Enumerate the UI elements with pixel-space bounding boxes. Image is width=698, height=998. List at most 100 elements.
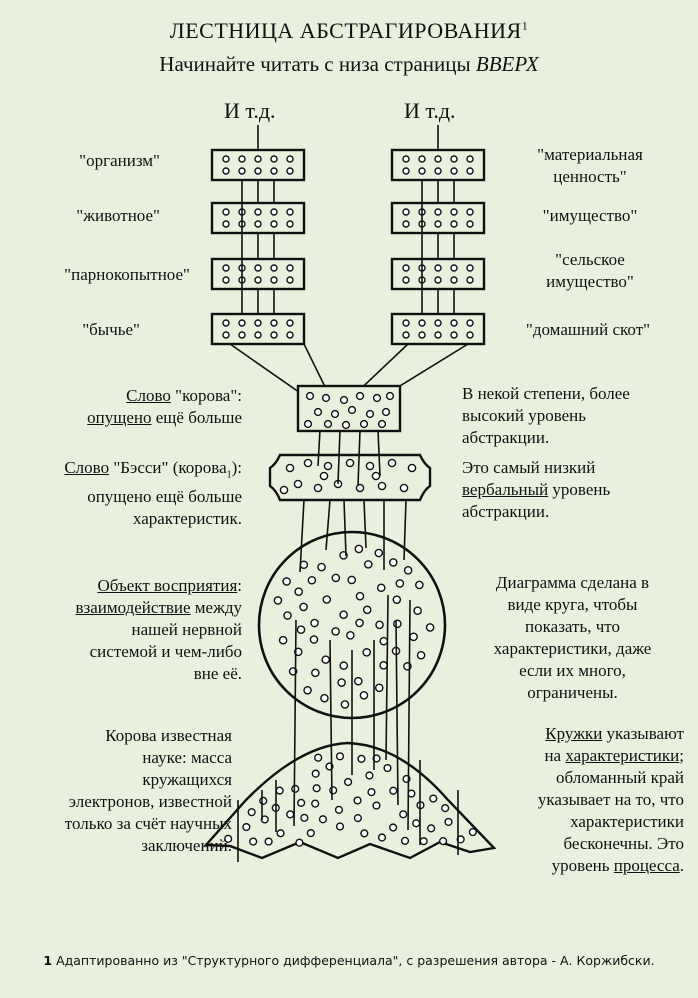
- event-mound-hole: [249, 837, 258, 846]
- object-circle-hole: [347, 575, 357, 585]
- object-circle-hole: [362, 648, 371, 657]
- ladder-hole: [466, 264, 474, 272]
- event-mound-hole: [264, 837, 273, 846]
- ladder-hole: [270, 167, 278, 175]
- ladder-hole: [450, 220, 458, 228]
- link-object-event: [293, 619, 297, 827]
- ladder-hole: [402, 167, 410, 175]
- link-bessie-object: [343, 499, 347, 557]
- cow-box-hole: [377, 419, 387, 429]
- ladder-hole: [286, 167, 294, 175]
- object-circle-hole: [278, 635, 288, 645]
- ladder-hole: [466, 208, 474, 216]
- cow-box-hole: [359, 419, 369, 429]
- ladder-hole: [450, 276, 458, 284]
- ladder-hole: [254, 208, 262, 216]
- cow-box-hole: [355, 391, 365, 401]
- object-circle-hole: [282, 577, 291, 586]
- ladder-box-right-3: [390, 257, 486, 291]
- event-mound-hole: [427, 824, 436, 833]
- ladder-box-right-2: [390, 201, 486, 235]
- event-mound-hole: [335, 822, 345, 831]
- object-circle-hole: [322, 595, 332, 604]
- ladder-hole: [286, 208, 294, 216]
- ladder-hole: [418, 331, 426, 339]
- event-mound-hole: [372, 801, 381, 810]
- object-circle-hole: [294, 587, 303, 596]
- event-mound-hole: [444, 817, 453, 827]
- object-circle-hole: [359, 691, 369, 700]
- page-subtitle: Начинайте читать с низа страницы ВВЕРХ: [159, 52, 539, 76]
- ladder-hole: [434, 208, 442, 216]
- event-mound-hole: [311, 799, 320, 808]
- object-circle-hole: [310, 618, 319, 628]
- label-bovine: "бычье": [82, 320, 140, 339]
- event-mound-hole: [276, 829, 285, 838]
- object-circle-hole: [273, 596, 283, 605]
- ladder-hole: [466, 319, 474, 327]
- object-circle-hole: [331, 627, 340, 636]
- event-mound-hole: [275, 786, 284, 795]
- object-circle-hole: [416, 650, 426, 660]
- object-circle-hole: [296, 625, 306, 635]
- ladder-hole: [222, 331, 230, 339]
- object-circle-hole: [354, 676, 363, 686]
- ladder-hole: [222, 264, 230, 272]
- ladder-hole: [450, 264, 458, 272]
- event-mound-hole: [295, 838, 304, 847]
- event-mound-hole: [242, 822, 251, 832]
- label-organism: "организм": [79, 151, 160, 170]
- bessie-box-hole: [387, 458, 397, 468]
- event-mound-hole: [429, 794, 438, 803]
- ladder-hole: [222, 167, 230, 175]
- ladder-hole: [402, 319, 410, 327]
- ladder-hole: [286, 276, 294, 284]
- object-circle-hole: [283, 611, 292, 620]
- bessie-box-hole: [371, 471, 381, 481]
- link-cow-bessie: [377, 429, 381, 477]
- cow-box-hole: [372, 393, 382, 403]
- object-circle-hole: [337, 678, 346, 687]
- event-mound-hole: [247, 808, 256, 817]
- object-circle-hole: [375, 620, 384, 630]
- cow-box-hole: [385, 391, 395, 401]
- ladder-hole: [254, 331, 262, 339]
- bessie-box-hole: [319, 471, 329, 481]
- object-circle-hole: [374, 683, 384, 693]
- link-bessie-object: [299, 499, 305, 573]
- ladder-hole: [270, 319, 278, 327]
- link-cow-bessie: [337, 429, 341, 485]
- ladder-hole: [270, 264, 278, 272]
- event-mound-hole: [357, 754, 366, 763]
- ladder-hole: [254, 167, 262, 175]
- object-circle-hole: [309, 635, 319, 644]
- bessie-box-hole: [355, 483, 365, 493]
- label-material-value: "материальная ценность": [537, 145, 643, 186]
- title-footnote-mark: 1: [521, 18, 529, 33]
- ladder-hole: [450, 155, 458, 163]
- ladder-hole: [286, 319, 294, 327]
- ladder-hole: [466, 167, 474, 175]
- object-circle-hole: [379, 661, 388, 670]
- link-object-event: [385, 594, 389, 761]
- object-circle-hole: [403, 566, 413, 575]
- cow-box-hole: [347, 405, 357, 415]
- event-mound-hole: [419, 837, 428, 846]
- event-mound-hole: [259, 796, 268, 805]
- ladder-box-left-3: [210, 257, 306, 291]
- ladder-hole: [418, 155, 426, 163]
- ladder-hole: [238, 167, 246, 175]
- ladder-hole: [434, 331, 442, 339]
- ladder-hole: [238, 155, 246, 163]
- note-circles-characteristics: Кружки указывают на характеристики; обло…: [537, 724, 684, 875]
- ladder-hole: [222, 208, 230, 216]
- ladder-box-left-1: [210, 148, 306, 182]
- object-circle-hole: [303, 686, 312, 695]
- ladder-hole: [286, 264, 294, 272]
- event-mound-hole: [300, 813, 309, 822]
- ladder-hole: [418, 319, 426, 327]
- link-object-event: [329, 639, 333, 801]
- event-mound-hole: [224, 834, 233, 843]
- cow-box-hole: [381, 407, 391, 417]
- ladder-hole: [238, 319, 246, 327]
